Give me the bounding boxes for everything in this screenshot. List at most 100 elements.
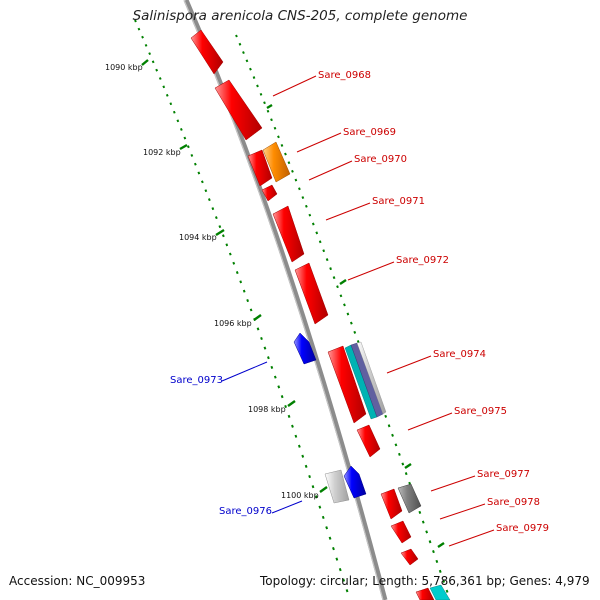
tick-label: 1096 kbp <box>214 319 252 328</box>
track-dot <box>343 303 346 307</box>
track-dot <box>353 330 357 334</box>
track-dot <box>155 68 159 72</box>
gene-label-sare-0972: Sare_0972 <box>396 255 449 266</box>
track-dot <box>162 85 166 89</box>
track-dot <box>207 198 211 202</box>
feature-ticks <box>266 103 445 548</box>
track-dot <box>193 162 197 166</box>
track-dot <box>239 280 243 284</box>
track-dot <box>404 472 408 476</box>
track-dot <box>242 289 246 293</box>
track-dot <box>249 308 253 312</box>
track-dot <box>211 207 215 211</box>
track-dot <box>158 77 162 80</box>
track-dot <box>315 495 318 499</box>
gene-sare-0975 <box>356 424 381 458</box>
track-dot <box>328 536 332 540</box>
track-dot <box>263 346 267 350</box>
gene-label-sare-0973: Sare_0973 <box>170 375 223 386</box>
gene-label-sare-0971: Sare_0971 <box>372 196 425 207</box>
track-dot <box>141 35 144 39</box>
track-dot <box>298 187 301 191</box>
track-dot <box>280 395 284 399</box>
gene-sare-0976 <box>343 465 367 499</box>
track-dot <box>438 569 442 573</box>
track-dot <box>291 424 294 428</box>
gene-sare-0970 <box>247 149 273 187</box>
track-dot <box>311 485 315 489</box>
feature-lightgray <box>356 341 387 415</box>
track-dot <box>197 171 201 175</box>
tick-label: 1100 kbp <box>281 491 319 500</box>
track-dot <box>294 434 298 438</box>
track-dot <box>221 234 225 238</box>
track-dot <box>308 474 311 479</box>
track-dot <box>301 454 305 458</box>
gene-label-sare-0977: Sare_0977 <box>477 469 530 480</box>
track-dot <box>346 312 350 316</box>
track-dot <box>428 540 432 544</box>
tick-label: 1092 kbp <box>143 148 181 157</box>
track-dot <box>284 152 287 156</box>
track-dot <box>232 261 236 265</box>
backbone <box>181 0 390 600</box>
track-dot <box>172 110 176 114</box>
label-leaders <box>221 75 495 547</box>
gene-sare-0974 <box>327 345 367 424</box>
gene-sare-0972 <box>294 262 329 325</box>
track-dot <box>134 19 137 23</box>
track-dot <box>338 567 342 572</box>
track-dot <box>349 321 353 325</box>
gene-label-sare-0979: Sare_0979 <box>496 523 549 534</box>
track-dot <box>435 559 439 564</box>
track-dot <box>345 589 349 593</box>
gene-label-sare-0968: Sare_0968 <box>318 70 371 81</box>
gene-label-sare-0978: Sare_0978 <box>487 497 540 508</box>
track-dot <box>165 93 169 97</box>
track-dot <box>287 161 291 165</box>
track-dot <box>263 101 266 105</box>
track-dot <box>176 119 180 123</box>
track-dot <box>238 42 242 46</box>
track-dot <box>336 285 339 289</box>
track-dot <box>249 67 252 71</box>
gene-sare-0977 <box>380 488 403 520</box>
track-dot <box>218 225 222 229</box>
track-dot <box>228 252 232 256</box>
track-dot <box>287 414 291 418</box>
track-dot <box>442 579 446 583</box>
track-dot <box>183 136 187 140</box>
track-dot <box>356 340 360 344</box>
track-dot <box>179 128 183 131</box>
track-dot <box>151 60 155 64</box>
track-dot <box>266 109 270 113</box>
track-dot <box>318 240 322 244</box>
genome-summary-text: Topology: circular; Length: 5,786,361 bp… <box>260 574 590 588</box>
track-dot <box>259 92 263 96</box>
track-dot <box>273 126 277 130</box>
track-dot <box>325 526 329 530</box>
gene-segment-edge <box>415 587 435 600</box>
gene-sare-0971 <box>272 205 305 263</box>
track-dot <box>190 154 194 157</box>
map-title: Salinispora arenicola CNS-205, complete … <box>132 8 468 24</box>
gene-label-sare-0974: Sare_0974 <box>433 349 486 360</box>
track-dot <box>425 530 429 534</box>
track-dot <box>301 196 305 199</box>
gene-sare-0979 <box>390 520 412 544</box>
track-dot <box>339 294 343 298</box>
track-dot <box>270 118 273 122</box>
track-dot <box>329 267 332 271</box>
track-dot <box>335 557 339 561</box>
track-dot <box>169 102 173 106</box>
gene-sare-0976-gray <box>324 469 350 504</box>
track-dot <box>280 144 284 147</box>
track-dot <box>284 404 287 409</box>
track-dot <box>421 520 425 524</box>
track-dot <box>277 385 281 389</box>
track-dot <box>270 365 274 369</box>
track-dot <box>144 43 148 47</box>
track-dot <box>394 443 398 447</box>
track-dot <box>297 444 301 448</box>
track-dot <box>200 180 204 184</box>
